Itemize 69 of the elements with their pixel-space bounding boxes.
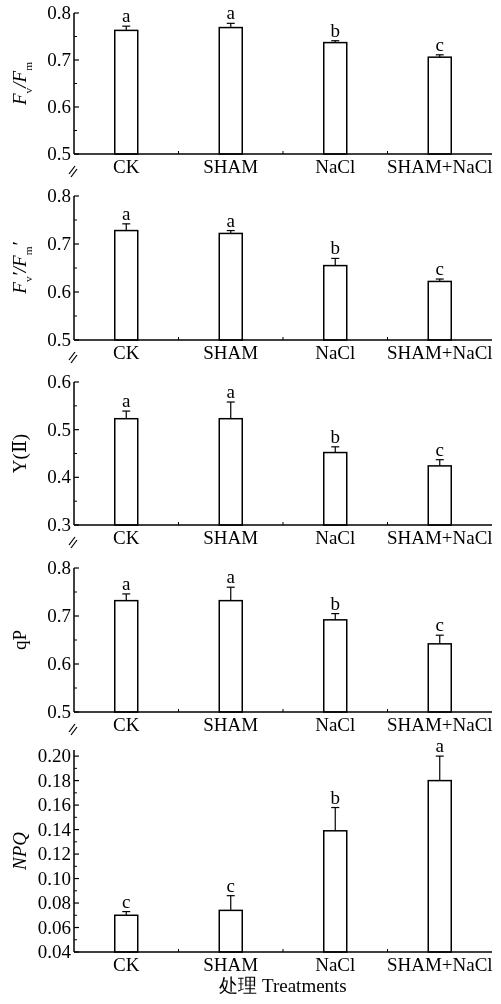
y-tick-label: 0.8 [47, 2, 71, 23]
y-tick-label: 0.12 [37, 843, 71, 865]
x-tick-label: SHAM+NaCl [386, 342, 493, 363]
x-tick-label: NaCl [315, 954, 356, 975]
y-tick-label: 0.06 [37, 916, 71, 938]
annotation: c [226, 874, 235, 896]
x-tick-label: CK [113, 954, 140, 975]
y-tick-label: 0.04 [37, 941, 72, 962]
annotation: a [122, 5, 132, 27]
x-tick-label: SHAM [203, 954, 259, 975]
x-tick-label: SHAM [203, 156, 259, 177]
y-tick-label: 0.6 [47, 281, 71, 302]
x-tick-label: SHAM [203, 714, 259, 735]
annotation: b [330, 425, 340, 447]
y-tick-label: 0.8 [47, 557, 71, 578]
y-tick-label: 0.14 [37, 818, 72, 840]
y-tick-label: 0.16 [37, 794, 71, 816]
annotation: c [435, 438, 444, 460]
x-tick-label: CK [113, 342, 140, 363]
x-tick-label: SHAM+NaCl [386, 954, 493, 975]
x-tick-label: SHAM [203, 527, 259, 548]
y-tick-label: 0.3 [47, 514, 71, 535]
x-tick-label: SHAM+NaCl [386, 714, 493, 735]
y-tick-label: 0.7 [47, 605, 71, 626]
annotation: c [122, 890, 131, 912]
y-tick-label: 0.6 [47, 371, 71, 392]
annotation: a [122, 390, 132, 412]
y-tick-label: 0.7 [47, 49, 71, 70]
y-tick-label: 0.18 [37, 769, 71, 791]
y-tick-label: 0.5 [47, 143, 71, 164]
y-tick-label: 0.5 [47, 701, 71, 722]
y-axis-title: qP [9, 629, 30, 651]
y-tick-label: 0.20 [37, 745, 71, 767]
x-tick-label: NaCl [315, 342, 356, 363]
x-tick-label: CK [113, 156, 140, 177]
x-tick-label: SHAM+NaCl [386, 527, 493, 548]
annotation: b [330, 237, 340, 259]
x-tick-label: NaCl [315, 714, 356, 735]
y-axis-title: NPQ [9, 831, 30, 871]
y-tick-label: 0.5 [47, 418, 71, 440]
annotation: b [330, 592, 340, 614]
x-tick-label: SHAM [203, 342, 259, 363]
annotation: b [330, 19, 340, 41]
annotation: a [226, 209, 236, 231]
y-tick-label: 0.8 [47, 185, 71, 206]
annotation: a [435, 735, 445, 757]
x-tick-label: CK [113, 714, 140, 735]
annotation: c [435, 33, 444, 55]
y-tick-label: 0.6 [47, 653, 71, 674]
y-tick-label: 0.6 [47, 96, 71, 117]
y-axis-title: Y(Ⅱ) [9, 433, 31, 474]
x-tick-label: SHAM+NaCl [386, 156, 493, 177]
y-tick-label: 0.4 [47, 466, 72, 488]
x-axis-title: 处理 Treatments [219, 975, 347, 996]
annotation: a [122, 202, 132, 224]
y-tick-label: 0.5 [47, 329, 71, 350]
annotation: a [226, 566, 236, 588]
annotation: a [226, 2, 236, 24]
annotation: a [226, 381, 236, 403]
y-tick-label: 0.08 [37, 892, 71, 914]
annotation: c [435, 614, 444, 636]
y-tick-label: 0.7 [47, 233, 71, 254]
annotation: a [122, 572, 132, 594]
x-tick-label: NaCl [315, 527, 356, 548]
x-tick-label: NaCl [315, 156, 356, 177]
annotation: b [330, 786, 340, 808]
x-tick-label: CK [113, 527, 140, 548]
annotation: c [435, 258, 444, 280]
y-tick-label: 0.10 [37, 867, 71, 889]
